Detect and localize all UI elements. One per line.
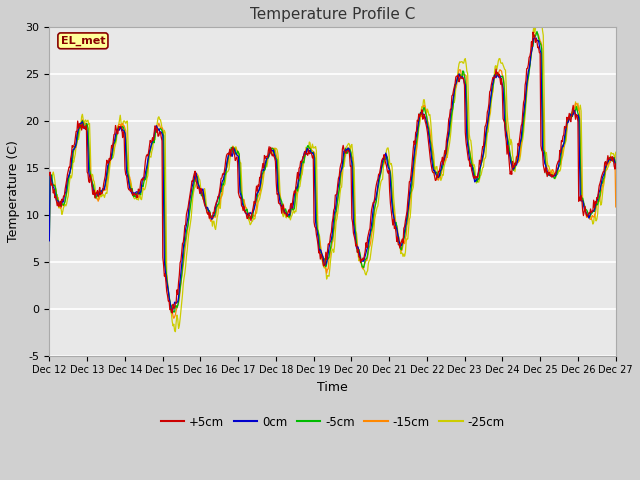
- Legend: +5cm, 0cm, -5cm, -15cm, -25cm: +5cm, 0cm, -5cm, -15cm, -25cm: [156, 411, 509, 433]
- X-axis label: Time: Time: [317, 381, 348, 394]
- Title: Temperature Profile C: Temperature Profile C: [250, 7, 415, 22]
- Y-axis label: Temperature (C): Temperature (C): [7, 141, 20, 242]
- Text: EL_met: EL_met: [61, 36, 105, 46]
